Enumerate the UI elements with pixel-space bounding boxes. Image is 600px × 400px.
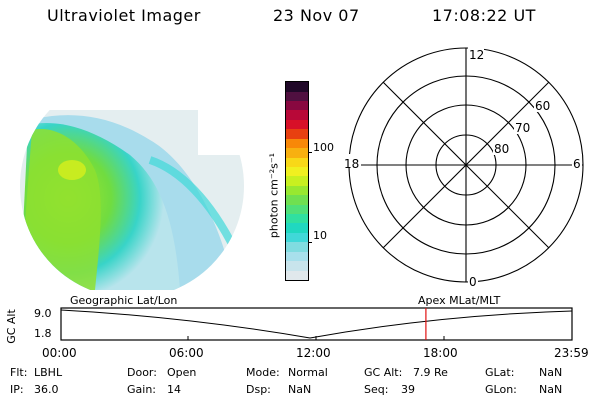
colorbar-segment — [286, 157, 308, 167]
colorbar-segment — [286, 223, 308, 233]
colorbar-segment — [286, 195, 308, 205]
intensity-colorbar — [285, 81, 309, 281]
colorbar-segment — [286, 204, 308, 215]
mlt-label-0: 0 — [469, 275, 477, 289]
filter-label: Flt: — [10, 366, 28, 379]
door-label: Door: — [127, 366, 157, 379]
colorbar-segment — [286, 110, 308, 120]
colorbar-unit-label: photon cm⁻²s⁻¹ — [267, 152, 281, 239]
colorbar-segment — [286, 91, 308, 101]
xtick-2359: 23:59 — [554, 346, 589, 360]
door-value: Open — [167, 366, 197, 379]
mlat-label-60: 60 — [535, 99, 550, 113]
colorbar-segment — [286, 185, 308, 196]
observation-date: 23 Nov 07 — [273, 6, 360, 25]
geographic-caption: Geographic Lat/Lon — [70, 294, 178, 307]
xtick-0600: 06:00 — [169, 346, 204, 360]
meridian-diag-2 — [382, 81, 550, 249]
polar-mlt-grid: 12 0 18 6 60 70 80 — [343, 47, 584, 289]
colorbar-tick-100: 100 — [313, 141, 334, 154]
ip-label: IP: — [10, 383, 24, 396]
timeline-ylabel: GC Alt — [4, 309, 18, 344]
mlt-label-6: 6 — [573, 157, 581, 171]
colorbar-segment — [286, 270, 308, 280]
mlat-label-70: 70 — [515, 121, 530, 135]
seq-value: 39 — [401, 383, 415, 396]
colorbar-segment — [286, 166, 308, 177]
colorbar-segment — [286, 129, 308, 139]
timeline-frame — [60, 307, 573, 341]
mode-value: Normal — [288, 366, 328, 379]
gain-value: 14 — [167, 383, 181, 396]
gc-alt-value: 7.9 Re — [413, 366, 448, 379]
colorbar-segment — [286, 242, 308, 252]
colorbar-tick-100-mark — [308, 152, 312, 153]
xtick-1200: 12:00 — [296, 346, 331, 360]
filter-value: LBHL — [34, 366, 63, 379]
mlt-label-12: 12 — [469, 48, 484, 62]
seq-label: Seq: — [364, 383, 389, 396]
colorbar-segment — [286, 82, 308, 92]
colorbar-segment — [286, 119, 308, 130]
gain-label: Gain: — [127, 383, 156, 396]
ip-value: 36.0 — [34, 383, 59, 396]
colorbar-segment — [286, 176, 308, 186]
ytick-bottom: 1.8 — [34, 327, 52, 340]
glon-label: GLon: — [485, 383, 517, 396]
observation-time: 17:08:22 UT — [432, 6, 536, 25]
mode-label: Mode: — [246, 366, 280, 379]
ytick-top: 9.0 — [34, 307, 52, 320]
colorbar-segment — [286, 232, 308, 243]
instrument-title: Ultraviolet Imager — [47, 6, 201, 25]
colorbar-segment — [286, 100, 308, 111]
colorbar-segment — [286, 261, 308, 271]
mlt-label-18: 18 — [344, 157, 359, 171]
altitude-timeline — [60, 307, 573, 341]
colorbar-tick-10-mark — [308, 242, 312, 243]
xtick-0000: 00:00 — [42, 346, 77, 360]
auroral-image — [20, 110, 260, 290]
glat-value: NaN — [539, 366, 563, 379]
glon-value: NaN — [539, 383, 563, 396]
apex-caption: Apex MLat/MLT — [418, 294, 501, 307]
colorbar-segment — [286, 148, 308, 158]
dsp-value: NaN — [288, 383, 312, 396]
glat-label: GLat: — [485, 366, 515, 379]
mlat-label-80: 80 — [494, 142, 509, 156]
altitude-curve — [60, 309, 573, 339]
colorbar-segment — [286, 138, 308, 149]
xtick-1800: 18:00 — [423, 346, 458, 360]
gc-alt-label: GC Alt: — [364, 366, 403, 379]
dsp-label: Dsp: — [246, 383, 271, 396]
colorbar-segment — [286, 214, 308, 224]
colorbar-tick-10: 10 — [313, 229, 327, 242]
colorbar-segment — [286, 251, 308, 262]
